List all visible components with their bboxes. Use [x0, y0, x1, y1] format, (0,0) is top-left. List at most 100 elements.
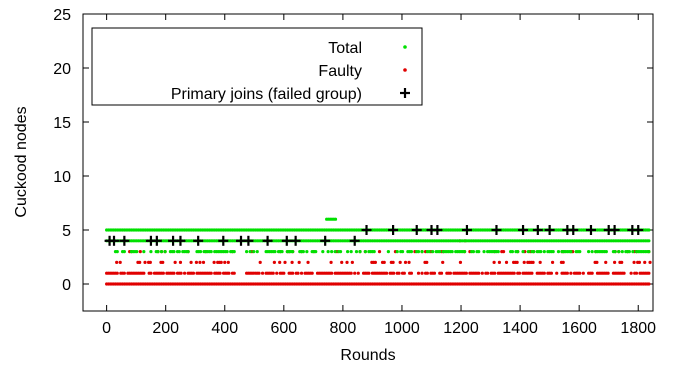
data-point — [248, 250, 252, 254]
data-point — [530, 271, 534, 275]
data-point — [161, 260, 165, 264]
data-point — [338, 250, 343, 254]
data-point — [149, 271, 153, 275]
data-point — [613, 250, 617, 254]
data-point — [330, 271, 334, 275]
data-point — [438, 250, 442, 254]
data-point — [226, 260, 230, 264]
y-tick-label: 5 — [62, 223, 71, 240]
legend-label: Primary joins (failed group) — [171, 86, 362, 103]
data-point — [400, 250, 405, 254]
data-point — [409, 250, 414, 254]
data-point — [189, 260, 193, 264]
data-point — [631, 250, 635, 254]
data-point — [257, 271, 261, 275]
data-point — [377, 250, 382, 254]
data-point — [349, 271, 353, 275]
data-point — [538, 260, 542, 264]
data-point — [262, 235, 273, 246]
y-tick-label: 20 — [53, 61, 71, 78]
data-point — [193, 235, 204, 246]
data-point — [333, 250, 337, 254]
legend: Total Faulty Primary joins (failed group) — [91, 27, 423, 106]
data-point — [471, 250, 476, 254]
data-point — [501, 250, 506, 254]
data-point — [159, 250, 164, 254]
data-point — [161, 271, 165, 275]
data-point — [542, 250, 546, 254]
x-tick-label: 1800 — [620, 320, 656, 337]
x-tick-label: 800 — [330, 320, 357, 337]
series-faulty — [105, 239, 652, 286]
data-point — [178, 260, 183, 264]
data-point — [227, 271, 231, 275]
data-point — [477, 250, 481, 254]
data-point — [122, 271, 126, 275]
data-marks — [104, 217, 652, 286]
data-point — [609, 225, 620, 235]
data-point — [194, 260, 199, 264]
data-point — [569, 271, 573, 275]
data-point — [425, 260, 429, 264]
data-point — [209, 271, 213, 275]
data-point — [606, 271, 610, 275]
data-point — [142, 250, 146, 254]
data-point — [397, 271, 401, 275]
data-point — [411, 225, 422, 235]
data-point — [306, 260, 310, 264]
data-point — [353, 271, 357, 275]
data-point — [186, 250, 190, 254]
data-point — [271, 271, 275, 275]
data-point — [363, 250, 367, 254]
data-point — [198, 260, 202, 264]
data-point — [260, 271, 265, 275]
data-point — [299, 271, 304, 275]
data-point — [273, 250, 277, 254]
data-point — [282, 271, 286, 275]
data-point — [556, 250, 561, 254]
data-point — [305, 250, 309, 254]
data-point — [388, 225, 399, 235]
data-point — [391, 260, 395, 264]
data-point — [321, 250, 325, 254]
data-point — [301, 250, 305, 254]
data-point — [617, 250, 621, 254]
data-point — [482, 250, 486, 254]
data-point — [382, 260, 386, 264]
data-point — [367, 271, 371, 275]
x-tick-label: 600 — [270, 320, 297, 337]
data-point — [416, 250, 421, 254]
data-point — [201, 260, 206, 264]
data-point — [518, 225, 529, 235]
data-point — [647, 282, 651, 286]
data-point — [432, 271, 437, 275]
data-point — [555, 271, 559, 275]
data-point — [648, 260, 652, 264]
data-point — [486, 271, 490, 275]
data-point — [386, 250, 390, 254]
data-point — [280, 250, 284, 254]
legend-label: Faulty — [318, 63, 362, 80]
data-point — [647, 271, 651, 275]
legend-swatch — [400, 88, 410, 98]
legend-box — [91, 27, 423, 106]
data-point — [373, 260, 377, 264]
x-tick-label: 1200 — [443, 320, 479, 337]
data-point — [578, 250, 582, 254]
data-point — [340, 260, 344, 264]
x-tick-label: 1600 — [561, 320, 597, 337]
data-point — [329, 260, 333, 264]
data-point — [516, 250, 520, 254]
data-point — [613, 260, 617, 264]
data-point — [550, 260, 555, 264]
data-point — [291, 250, 295, 254]
x-axis-label: Rounds — [340, 347, 395, 364]
data-point — [349, 235, 360, 246]
data-point — [345, 260, 349, 264]
data-point — [526, 250, 530, 254]
data-point — [595, 260, 599, 264]
data-point — [291, 271, 295, 275]
data-point — [156, 250, 160, 254]
data-point — [278, 260, 282, 264]
data-point — [542, 271, 546, 275]
